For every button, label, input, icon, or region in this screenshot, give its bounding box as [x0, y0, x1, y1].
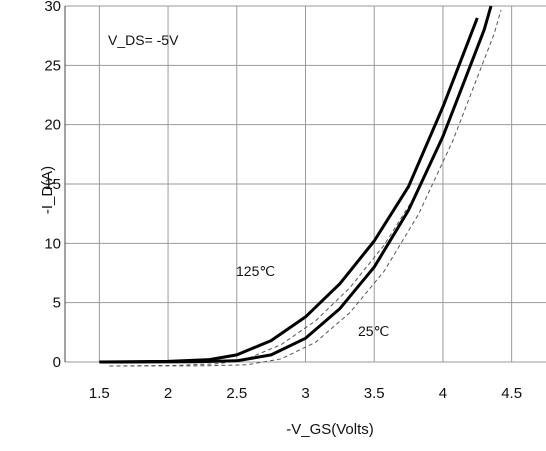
x-tick-label: 3.5 [364, 385, 385, 402]
series-label-25c: 25℃ [358, 323, 389, 339]
x-tick-label: 1.5 [89, 385, 110, 402]
y-axis-label: -I_D(A) [39, 166, 56, 214]
series-label-125c: 125℃ [236, 263, 275, 279]
series-line-25c [99, 5, 493, 364]
y-tick-label: 15 [44, 176, 61, 193]
y-tick-label: 20 [44, 117, 61, 134]
y-tick-label: 0 [53, 354, 61, 371]
x-tick-label: 3 [301, 385, 309, 402]
y-tick-labels: 0 5 10 15 20 25 30 [44, 0, 61, 371]
x-tick-label: 4.5 [501, 385, 522, 402]
y-tick-label: 30 [44, 0, 61, 15]
y-tick-label: 10 [44, 235, 61, 252]
x-tick-label: 2.5 [226, 385, 247, 402]
series-shadow-25c [109, 9, 502, 367]
y-tick-label: 25 [44, 57, 61, 74]
series-line-125c [99, 17, 479, 364]
x-tick-label: 2 [164, 385, 172, 402]
vds-annotation: V_DS= -5V [108, 32, 179, 48]
x-axis-label: -V_GS(Volts) [286, 421, 374, 438]
y-tick-label: 5 [53, 295, 61, 312]
series-shadow-125c [109, 21, 488, 367]
x-tick-labels: 1.5 2 2.5 3 3.5 4 4.5 [89, 385, 522, 402]
curves [99, 5, 502, 367]
grid [64, 5, 546, 363]
x-tick-label: 4 [439, 385, 447, 402]
